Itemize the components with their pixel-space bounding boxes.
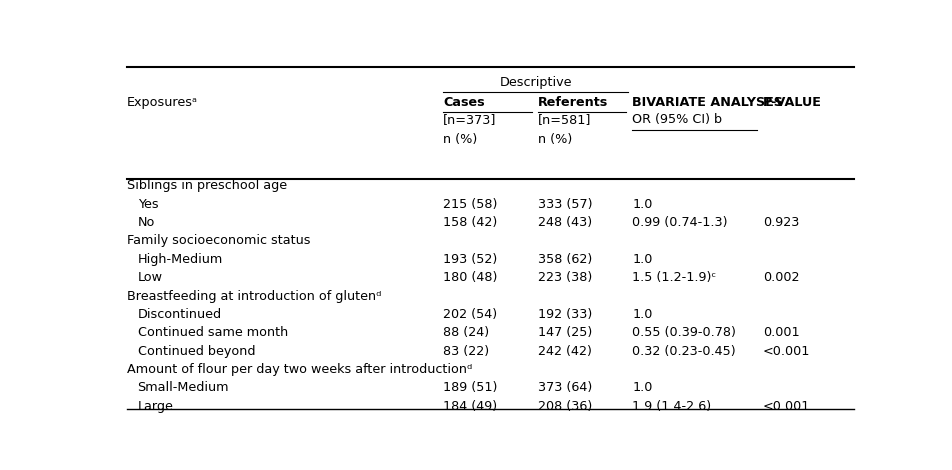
Text: Continued beyond: Continued beyond xyxy=(137,345,255,358)
Text: 184 (49): 184 (49) xyxy=(443,400,497,413)
Text: 189 (51): 189 (51) xyxy=(443,382,497,394)
Text: High-Medium: High-Medium xyxy=(137,253,223,266)
Text: 147 (25): 147 (25) xyxy=(537,326,591,339)
Text: Small-Medium: Small-Medium xyxy=(137,382,228,394)
Text: 0.923: 0.923 xyxy=(763,216,799,229)
Text: 223 (38): 223 (38) xyxy=(537,271,591,284)
Text: Continued same month: Continued same month xyxy=(137,326,288,339)
Text: 193 (52): 193 (52) xyxy=(443,253,497,266)
Text: 1.9 (1.4-2.6): 1.9 (1.4-2.6) xyxy=(631,400,710,413)
Text: OR (95% CI) b: OR (95% CI) b xyxy=(631,113,722,126)
Text: 333 (57): 333 (57) xyxy=(537,198,591,211)
Text: 0.99 (0.74-1.3): 0.99 (0.74-1.3) xyxy=(631,216,727,229)
Text: 202 (54): 202 (54) xyxy=(443,308,497,321)
Text: 1.0: 1.0 xyxy=(631,308,652,321)
Text: 1.0: 1.0 xyxy=(631,253,652,266)
Text: Descriptive: Descriptive xyxy=(499,76,571,89)
Text: Siblings in preschool age: Siblings in preschool age xyxy=(127,180,287,192)
Text: Amount of flour per day two weeks after introductionᵈ: Amount of flour per day two weeks after … xyxy=(127,363,471,376)
Text: 83 (22): 83 (22) xyxy=(443,345,488,358)
Text: 215 (58): 215 (58) xyxy=(443,198,497,211)
Text: 192 (33): 192 (33) xyxy=(537,308,591,321)
Text: Exposuresᵃ: Exposuresᵃ xyxy=(127,96,197,109)
Text: [n=581]: [n=581] xyxy=(537,113,590,126)
Text: 242 (42): 242 (42) xyxy=(537,345,591,358)
Text: 1.0: 1.0 xyxy=(631,198,652,211)
Text: 158 (42): 158 (42) xyxy=(443,216,497,229)
Text: Low: Low xyxy=(137,271,163,284)
Text: 1.0: 1.0 xyxy=(631,382,652,394)
Text: Large: Large xyxy=(137,400,173,413)
Text: n (%): n (%) xyxy=(443,133,477,146)
Text: 0.32 (0.23-0.45): 0.32 (0.23-0.45) xyxy=(631,345,735,358)
Text: <0.001: <0.001 xyxy=(763,345,809,358)
Text: 0.002: 0.002 xyxy=(763,271,799,284)
Text: 373 (64): 373 (64) xyxy=(537,382,591,394)
Text: Referents: Referents xyxy=(537,96,607,109)
Text: P-VALUE: P-VALUE xyxy=(763,96,821,109)
Text: 208 (36): 208 (36) xyxy=(537,400,591,413)
Text: BIVARIATE ANALYSES: BIVARIATE ANALYSES xyxy=(631,96,783,109)
Text: 88 (24): 88 (24) xyxy=(443,326,488,339)
Text: <0.001: <0.001 xyxy=(763,400,809,413)
Text: n (%): n (%) xyxy=(537,133,571,146)
Text: 180 (48): 180 (48) xyxy=(443,271,497,284)
Text: 1.5 (1.2-1.9)ᶜ: 1.5 (1.2-1.9)ᶜ xyxy=(631,271,716,284)
Text: Family socioeconomic status: Family socioeconomic status xyxy=(127,235,309,248)
Text: 0.001: 0.001 xyxy=(763,326,799,339)
Text: Breastfeeding at introduction of glutenᵈ: Breastfeeding at introduction of glutenᵈ xyxy=(127,290,381,303)
Text: Discontinued: Discontinued xyxy=(137,308,222,321)
Text: Cases: Cases xyxy=(443,96,484,109)
Text: Yes: Yes xyxy=(137,198,158,211)
Text: 248 (43): 248 (43) xyxy=(537,216,591,229)
Text: 0.55 (0.39-0.78): 0.55 (0.39-0.78) xyxy=(631,326,735,339)
Text: No: No xyxy=(137,216,155,229)
Text: 358 (62): 358 (62) xyxy=(537,253,591,266)
Text: [n=373]: [n=373] xyxy=(443,113,496,126)
